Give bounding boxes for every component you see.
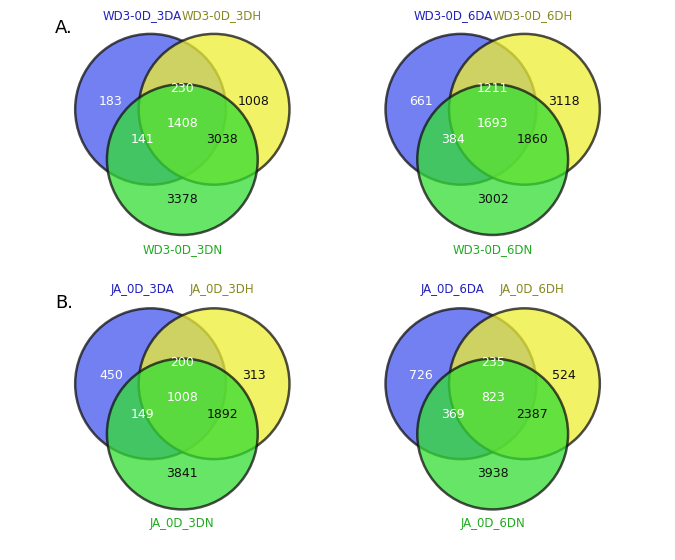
Text: 3841: 3841 bbox=[167, 467, 198, 480]
Text: 235: 235 bbox=[481, 356, 504, 369]
Circle shape bbox=[75, 34, 226, 185]
Circle shape bbox=[75, 309, 226, 459]
Text: WD3-0D_3DH: WD3-0D_3DH bbox=[182, 9, 262, 22]
Text: 3118: 3118 bbox=[548, 95, 580, 108]
Circle shape bbox=[107, 84, 258, 235]
Text: JA_0D_6DN: JA_0D_6DN bbox=[460, 517, 525, 530]
Circle shape bbox=[385, 309, 537, 459]
Text: 1693: 1693 bbox=[477, 117, 508, 130]
Circle shape bbox=[417, 84, 568, 235]
Text: B.: B. bbox=[55, 294, 74, 312]
Text: 661: 661 bbox=[410, 95, 433, 108]
Text: JA_0D_6DA: JA_0D_6DA bbox=[421, 283, 485, 296]
Text: JA_0D_3DH: JA_0D_3DH bbox=[190, 283, 254, 296]
Text: 3038: 3038 bbox=[206, 133, 238, 146]
Text: 149: 149 bbox=[131, 408, 155, 421]
Text: 230: 230 bbox=[171, 82, 194, 95]
Text: 141: 141 bbox=[131, 133, 155, 146]
Text: 1860: 1860 bbox=[516, 133, 548, 146]
Text: 1008: 1008 bbox=[166, 391, 198, 404]
Circle shape bbox=[449, 34, 600, 185]
Text: 183: 183 bbox=[99, 95, 123, 108]
Text: 313: 313 bbox=[242, 369, 265, 382]
Text: WD3-0D_3DN: WD3-0D_3DN bbox=[142, 243, 222, 256]
Text: 524: 524 bbox=[552, 369, 576, 382]
Text: WD3-0D_6DN: WD3-0D_6DN bbox=[452, 243, 533, 256]
Text: WD3-0D_3DA: WD3-0D_3DA bbox=[103, 9, 182, 22]
Text: WD3-0D_6DH: WD3-0D_6DH bbox=[492, 9, 572, 22]
Text: 450: 450 bbox=[99, 369, 123, 382]
Text: 369: 369 bbox=[441, 408, 465, 421]
Text: 200: 200 bbox=[170, 356, 194, 369]
Text: 1892: 1892 bbox=[206, 408, 238, 421]
Text: 726: 726 bbox=[409, 369, 433, 382]
Circle shape bbox=[107, 358, 258, 510]
Circle shape bbox=[138, 34, 290, 185]
Text: JA_0D_3DA: JA_0D_3DA bbox=[111, 283, 174, 296]
Text: 823: 823 bbox=[481, 391, 504, 404]
Text: A.: A. bbox=[55, 20, 73, 38]
Circle shape bbox=[417, 358, 568, 510]
Text: 1408: 1408 bbox=[167, 117, 198, 130]
Text: 3002: 3002 bbox=[477, 193, 508, 206]
Text: 3378: 3378 bbox=[167, 193, 198, 206]
Text: 384: 384 bbox=[441, 133, 465, 146]
Circle shape bbox=[385, 34, 537, 185]
Text: 2387: 2387 bbox=[516, 408, 548, 421]
Text: 1008: 1008 bbox=[238, 95, 270, 108]
Text: WD3-0D_6DA: WD3-0D_6DA bbox=[413, 9, 493, 22]
Text: 1211: 1211 bbox=[477, 82, 508, 95]
Text: JA_0D_3DN: JA_0D_3DN bbox=[150, 517, 215, 530]
Circle shape bbox=[449, 309, 600, 459]
Text: JA_0D_6DH: JA_0D_6DH bbox=[500, 283, 565, 296]
Circle shape bbox=[138, 309, 290, 459]
Text: 3938: 3938 bbox=[477, 467, 508, 480]
